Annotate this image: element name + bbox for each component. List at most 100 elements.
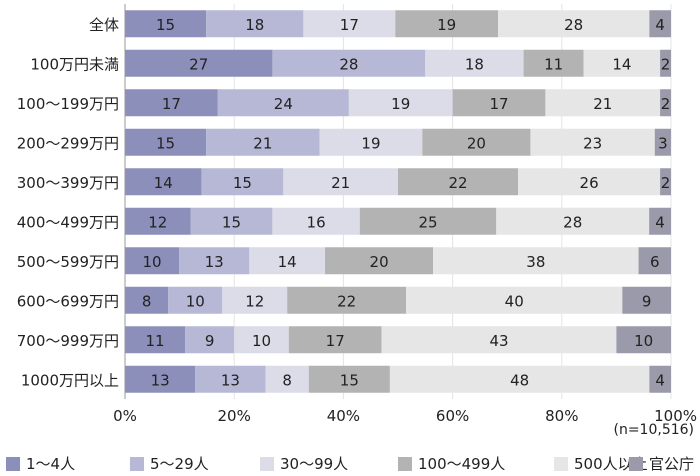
legend-swatch <box>130 457 144 471</box>
bar-segment <box>125 207 191 235</box>
data-label: 18 <box>465 55 484 73</box>
bar-segment <box>190 207 273 235</box>
bar-segment <box>389 365 650 393</box>
data-label: 2 <box>661 55 671 73</box>
data-label: 8 <box>282 371 292 389</box>
category-label: 600～699万円 <box>17 292 119 310</box>
legend-item: 官公庁 <box>628 452 694 476</box>
data-label: 12 <box>148 213 167 231</box>
category-label: 400～499万円 <box>17 213 119 231</box>
data-label: 16 <box>307 213 326 231</box>
data-label: 2 <box>661 95 671 113</box>
data-label: 9 <box>205 332 215 350</box>
legend-label: 1～4人 <box>26 455 76 473</box>
bar-segment <box>498 10 650 38</box>
data-label: 21 <box>253 134 272 152</box>
legend-swatch <box>628 457 643 471</box>
bar-segment <box>638 247 671 275</box>
bar-segment <box>348 89 453 117</box>
bar-segment <box>649 207 671 235</box>
bar-segment <box>125 247 180 275</box>
bar-segment <box>325 247 434 275</box>
data-label: 40 <box>505 292 524 310</box>
legend-swatch <box>6 457 20 471</box>
data-label: 9 <box>642 292 652 310</box>
data-label: 21 <box>593 95 612 113</box>
bar-segment <box>660 49 671 77</box>
data-label: 28 <box>563 213 582 231</box>
bar-segment <box>303 10 396 38</box>
bar-segment <box>265 365 309 393</box>
data-label: 38 <box>526 253 545 271</box>
category-label: 300～399万円 <box>17 174 119 192</box>
data-label: 15 <box>222 213 241 231</box>
category-label: 全体 <box>89 16 119 34</box>
bar-segment <box>125 326 186 354</box>
bar-segment <box>660 168 671 196</box>
bar-segment <box>283 168 398 196</box>
bar-segment <box>395 10 499 38</box>
bar-segment <box>308 365 390 393</box>
bar-segment <box>433 247 639 275</box>
bar-segment <box>185 326 235 354</box>
bar-segment <box>195 365 266 393</box>
bar-segment <box>523 49 584 77</box>
data-label: 13 <box>221 371 240 389</box>
x-tick-label: 20% <box>218 407 251 425</box>
data-label: 4 <box>655 213 665 231</box>
data-label: 11 <box>145 332 164 350</box>
data-label: 6 <box>650 253 660 271</box>
bar-segment <box>217 89 349 117</box>
category-label: 200～299万円 <box>17 134 119 152</box>
data-label: 10 <box>634 332 653 350</box>
data-label: 23 <box>583 134 602 152</box>
data-label: 15 <box>340 371 359 389</box>
data-label: 14 <box>278 253 297 271</box>
data-label: 20 <box>467 134 486 152</box>
data-label: 24 <box>274 95 293 113</box>
category-label: 500～599万円 <box>17 253 119 271</box>
data-label: 28 <box>339 55 358 73</box>
data-label: 4 <box>655 371 665 389</box>
legend-label: 官公庁 <box>648 455 694 473</box>
data-label: 28 <box>564 16 583 34</box>
data-label: 13 <box>151 371 170 389</box>
bar-segment <box>125 128 207 156</box>
bar-segment <box>398 168 519 196</box>
category-label: 1000万円以上 <box>21 371 119 389</box>
x-tick-label: 40% <box>327 407 360 425</box>
data-label: 14 <box>612 55 631 73</box>
bar-segment <box>319 128 423 156</box>
bar-segment <box>125 89 218 117</box>
data-label: 17 <box>489 95 508 113</box>
bar-segment <box>649 365 671 393</box>
data-label: 27 <box>189 55 208 73</box>
data-label: 8 <box>142 292 152 310</box>
data-label: 17 <box>340 16 359 34</box>
bar-segment <box>359 207 497 235</box>
bar-segment <box>406 286 623 314</box>
data-label: 22 <box>337 292 356 310</box>
bar-segment <box>125 168 202 196</box>
x-tick-label: 0% <box>113 407 137 425</box>
bar-segment <box>583 49 661 77</box>
data-label: 11 <box>544 55 563 73</box>
data-label: 10 <box>142 253 161 271</box>
bar-segment <box>518 168 661 196</box>
data-label: 13 <box>205 253 224 271</box>
data-label: 10 <box>186 292 205 310</box>
bars: 15 18 17 19 28 427 28 18 11 14 217 24 19 17 21 215 21 19 2… <box>125 10 671 393</box>
sample-size-note: (n=10,516) <box>613 422 694 438</box>
legend-item: 100～499人 <box>398 452 505 476</box>
bar-segment <box>272 49 426 77</box>
bar-segment <box>234 326 289 354</box>
category-label: 700～999万円 <box>17 332 119 350</box>
bar-segment <box>249 247 326 275</box>
y-axis-labels: 全体 100万円未満 100～199万円 200～299万円 300～399万円 400～… <box>17 16 119 390</box>
data-label: 17 <box>162 95 181 113</box>
bar-segment <box>287 286 407 314</box>
data-label: 17 <box>326 332 345 350</box>
bar-segment <box>125 10 207 38</box>
x-tick-label: 100% <box>654 407 697 425</box>
